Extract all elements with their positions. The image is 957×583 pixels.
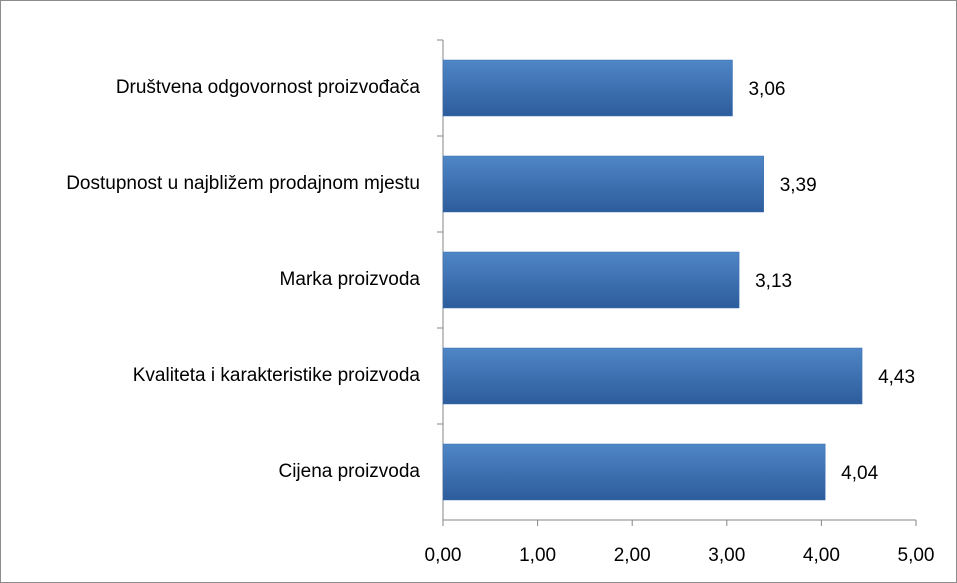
x-tick-label: 1,00 (519, 545, 556, 566)
bar (442, 59, 733, 117)
x-tick-label: 3,00 (708, 545, 745, 566)
bar (442, 347, 863, 405)
y-tick-label: Kvaliteta i karakteristike proizvoda (133, 362, 420, 390)
bar (442, 443, 826, 501)
x-tick-label: 5,00 (898, 545, 935, 566)
x-tick-label: 0,00 (425, 545, 462, 566)
y-tick-label: Cijena proizvoda (278, 458, 420, 486)
value-label: 3,39 (780, 175, 817, 196)
value-label: 3,13 (755, 271, 792, 292)
value-label: 3,06 (748, 79, 785, 100)
bar (442, 155, 764, 213)
value-label: 4,43 (878, 367, 915, 388)
y-tick-label-text: Kvaliteta i karakteristike proizvoda (132, 365, 420, 386)
y-tick-label-text: Dostupnost u najbližem prodajnom mjestu (66, 173, 420, 194)
y-tick-label-text: Društvena odgovornost proizvođača (115, 77, 420, 98)
x-tick-label: 2,00 (614, 545, 651, 566)
y-tick-label: Dostupnost u najbližem prodajnom mjestu (66, 170, 420, 198)
y-tick-label-text: Marka proizvoda (279, 269, 420, 290)
y-tick-label: Marka proizvoda (280, 266, 420, 294)
y-tick-label-text: Cijena proizvoda (278, 461, 420, 482)
value-label: 4,04 (841, 463, 878, 484)
y-tick-label: Društvena odgovornost proizvođača (116, 74, 420, 102)
bar (442, 251, 740, 309)
x-tick-label: 4,00 (803, 545, 840, 566)
